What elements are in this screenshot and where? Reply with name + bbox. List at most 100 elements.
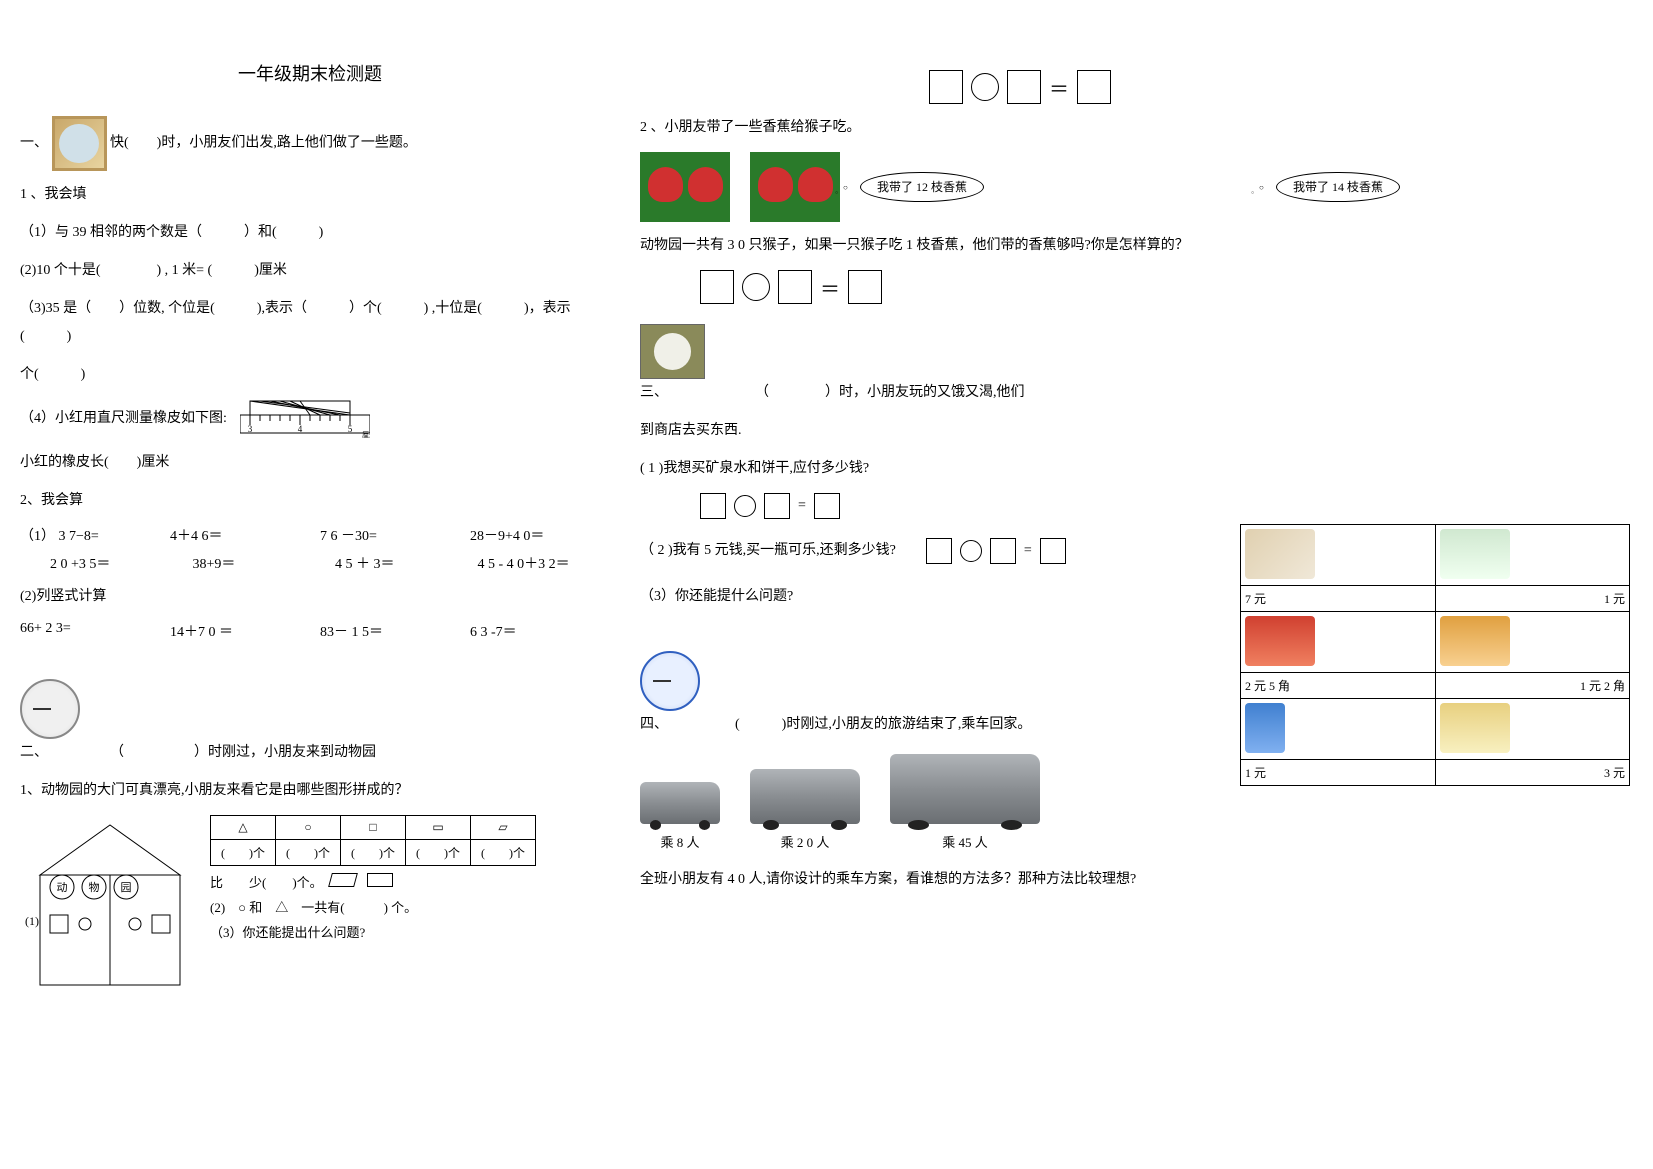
eq-circle xyxy=(971,73,999,101)
eq-circle xyxy=(742,273,770,301)
shape-header: □ xyxy=(341,816,406,840)
clock-olive-icon xyxy=(640,324,705,379)
svg-text:厘米: 厘米 xyxy=(362,430,370,439)
product-image xyxy=(1440,529,1510,579)
clock-icon xyxy=(52,116,107,171)
svg-text:5: 5 xyxy=(348,424,353,434)
van-label: 乘 8 人 xyxy=(640,832,720,851)
section3-q1: ( 1 )我想买矿泉水和饼干,应付多少钱? xyxy=(640,455,1400,483)
shape-cell: ( )个 xyxy=(406,840,471,866)
arith-cell: 4 5 - 4 0＋3 2＝ xyxy=(478,553,601,573)
arith-cell: 6 3 -7＝ xyxy=(470,621,600,641)
section3-q2: （ 2 )我有 5 元钱,买一瓶可乐,还剩多少钱? xyxy=(640,537,896,565)
eq-box xyxy=(778,270,812,304)
shape-table: △ ○ □ ▭ ▱ ( )个 ( )个 ( )个 ( )个 ( )个 xyxy=(210,815,536,866)
arith-cell: 14＋7 0 ＝ xyxy=(170,621,300,641)
eq-box xyxy=(700,270,734,304)
product-image xyxy=(1245,616,1315,666)
svg-text:物: 物 xyxy=(89,880,100,894)
arith-cell: 2 0 +3 5＝ xyxy=(20,553,173,573)
eq-box xyxy=(1040,538,1066,564)
eq-box xyxy=(848,270,882,304)
ruler-image: 3 4 5 厘米 xyxy=(240,399,370,439)
eq-box xyxy=(990,538,1016,564)
price-label: 3 元 xyxy=(1436,760,1630,785)
eq-shop2: = xyxy=(926,537,1066,565)
price-label: 2 元 5 角 xyxy=(1241,673,1436,698)
eq-shop1: = xyxy=(700,493,1400,519)
monkey-row: 我带了 12 枝香蕉 我带了 14 枝香蕉 xyxy=(640,152,1400,222)
van-large xyxy=(890,754,1040,824)
eq-box xyxy=(926,538,952,564)
shape-cell: ( )个 xyxy=(471,840,536,866)
arith-cell: 28－9+4 0＝ xyxy=(470,525,600,545)
q2-header: 2、我会算 xyxy=(20,487,600,515)
eq-box xyxy=(700,493,726,519)
q1-4-text: （4）小红用直尺测量橡皮如下图: xyxy=(20,411,227,426)
eq-circle xyxy=(734,495,756,517)
section3-intro-b: 到商店去买东西. xyxy=(640,417,1400,445)
shape-header: ▭ xyxy=(406,816,471,840)
shape-header: ▱ xyxy=(471,816,536,840)
svg-text:动: 动 xyxy=(57,881,68,894)
arith-cell: 7 6 －30= xyxy=(320,525,450,545)
arith-cell: （1） 3 7−8= xyxy=(20,525,150,545)
section2b-q2: 2 、小朋友带了一些香蕉给猴子吃。 xyxy=(640,114,1400,142)
shape-header: △ xyxy=(211,816,276,840)
arith-row-2: 2 0 +3 5＝ 38+9＝ 4 5 ＋ 3＝ 4 5 - 4 0＋3 2＝ xyxy=(20,553,600,573)
section4-question: 全班小朋友有 4 0 人,请你设计的乘车方案，看谁想的方法多？那种方法比较理想? xyxy=(640,866,1400,894)
shape-cell: ( )个 xyxy=(211,840,276,866)
speech-bubble-1: 我带了 12 枝香蕉 xyxy=(860,172,984,203)
price-label: 7 元 xyxy=(1241,586,1436,611)
section1-suffix: 快( )时，小朋友们出发,路上他们做了一些题。 xyxy=(110,136,417,151)
q2-2: (2)列竖式计算 xyxy=(20,583,600,611)
shape-cell: ( )个 xyxy=(341,840,406,866)
svg-text:3: 3 xyxy=(248,424,253,434)
product-image xyxy=(1440,616,1510,666)
eq-box xyxy=(814,493,840,519)
section2-suffix: （ ）时刚过，小朋友来到动物园 xyxy=(110,745,376,760)
speech-bubble-2: 我带了 14 枝香蕉 xyxy=(1276,172,1400,203)
q1-4b: 小红的橡皮长( )厘米 xyxy=(20,449,600,477)
eq-top: ＝ xyxy=(640,70,1400,104)
product-image xyxy=(1245,703,1285,753)
section3-mid: （ ）时，小朋友玩的又饿又渴,他们 xyxy=(755,385,1025,400)
section2-intro: 二、 （ ）时刚过，小朋友来到动物园 xyxy=(20,679,600,767)
arith-cell: 4 5 ＋ 3＝ xyxy=(335,553,458,573)
arith-cell: 66+ 2 3= xyxy=(20,621,150,641)
shape-cell: ( )个 xyxy=(276,840,341,866)
monkey-image xyxy=(640,152,730,222)
gate-diagram: 动 物 园 (1) xyxy=(20,815,200,1000)
van-label-row: 乘 8 人 乘 2 0 人 乘 45 人 xyxy=(640,832,1400,851)
q1-1: （1）与 39 相邻的两个数是（ ）和( ) xyxy=(20,219,600,247)
price-label: 1 元 xyxy=(1436,586,1630,611)
price-label: 1 元 xyxy=(1241,760,1436,785)
price-label: 1 元 2 角 xyxy=(1436,673,1630,698)
section2-q1: 1、动物园的大门可真漂亮,小朋友来看它是由哪些图形拼成的？ xyxy=(20,777,600,805)
compare-text: 比 少( )个。 xyxy=(210,875,323,890)
page-title: 一年级期末检测题 xyxy=(20,60,600,86)
arith-cell: 38+9＝ xyxy=(193,553,316,573)
eq-monkey: ＝ xyxy=(700,270,1400,304)
arith-row-1: （1） 3 7−8= 4＋4 6＝ 7 6 －30= 28－9+4 0＝ xyxy=(20,525,600,545)
shape-table-block: △ ○ □ ▭ ▱ ( )个 ( )个 ( )个 ( )个 ( )个 xyxy=(210,815,536,947)
section1-intro: 一、 快( )时，小朋友们出发,路上他们做了一些题。 xyxy=(20,116,600,171)
van-medium xyxy=(750,769,860,824)
eq-circle xyxy=(960,540,982,562)
arith-cell: 83－ 1 5＝ xyxy=(320,621,450,641)
eq-box xyxy=(764,493,790,519)
section1-prefix: 一、 xyxy=(20,136,48,151)
van-label: 乘 2 0 人 xyxy=(750,832,860,851)
q1-4: （4）小红用直尺测量橡皮如下图: 3 4 5 厘米 xyxy=(20,399,600,439)
q1-2: (2)10 个十是( ) , 1 米= ( )厘米 xyxy=(20,257,600,285)
section3-intro: 三、 （ ）时，小朋友玩的又饿又渴,他们 xyxy=(640,324,1400,407)
section4-prefix: 四、 xyxy=(640,717,668,732)
eq-box xyxy=(1077,70,1111,104)
arith-row-3: 66+ 2 3= 14＋7 0 ＝ 83－ 1 5＝ 6 3 -7＝ xyxy=(20,621,600,641)
product-image xyxy=(1245,529,1315,579)
van-small xyxy=(640,782,720,824)
section2-prefix: 二、 xyxy=(20,745,48,760)
eq-sign: ＝ xyxy=(820,273,840,302)
q1-3: （3)35 是（ ）位数, 个位是( ),表示（ ）个( ) ,十位是( )，表… xyxy=(20,295,600,351)
eq-box xyxy=(929,70,963,104)
